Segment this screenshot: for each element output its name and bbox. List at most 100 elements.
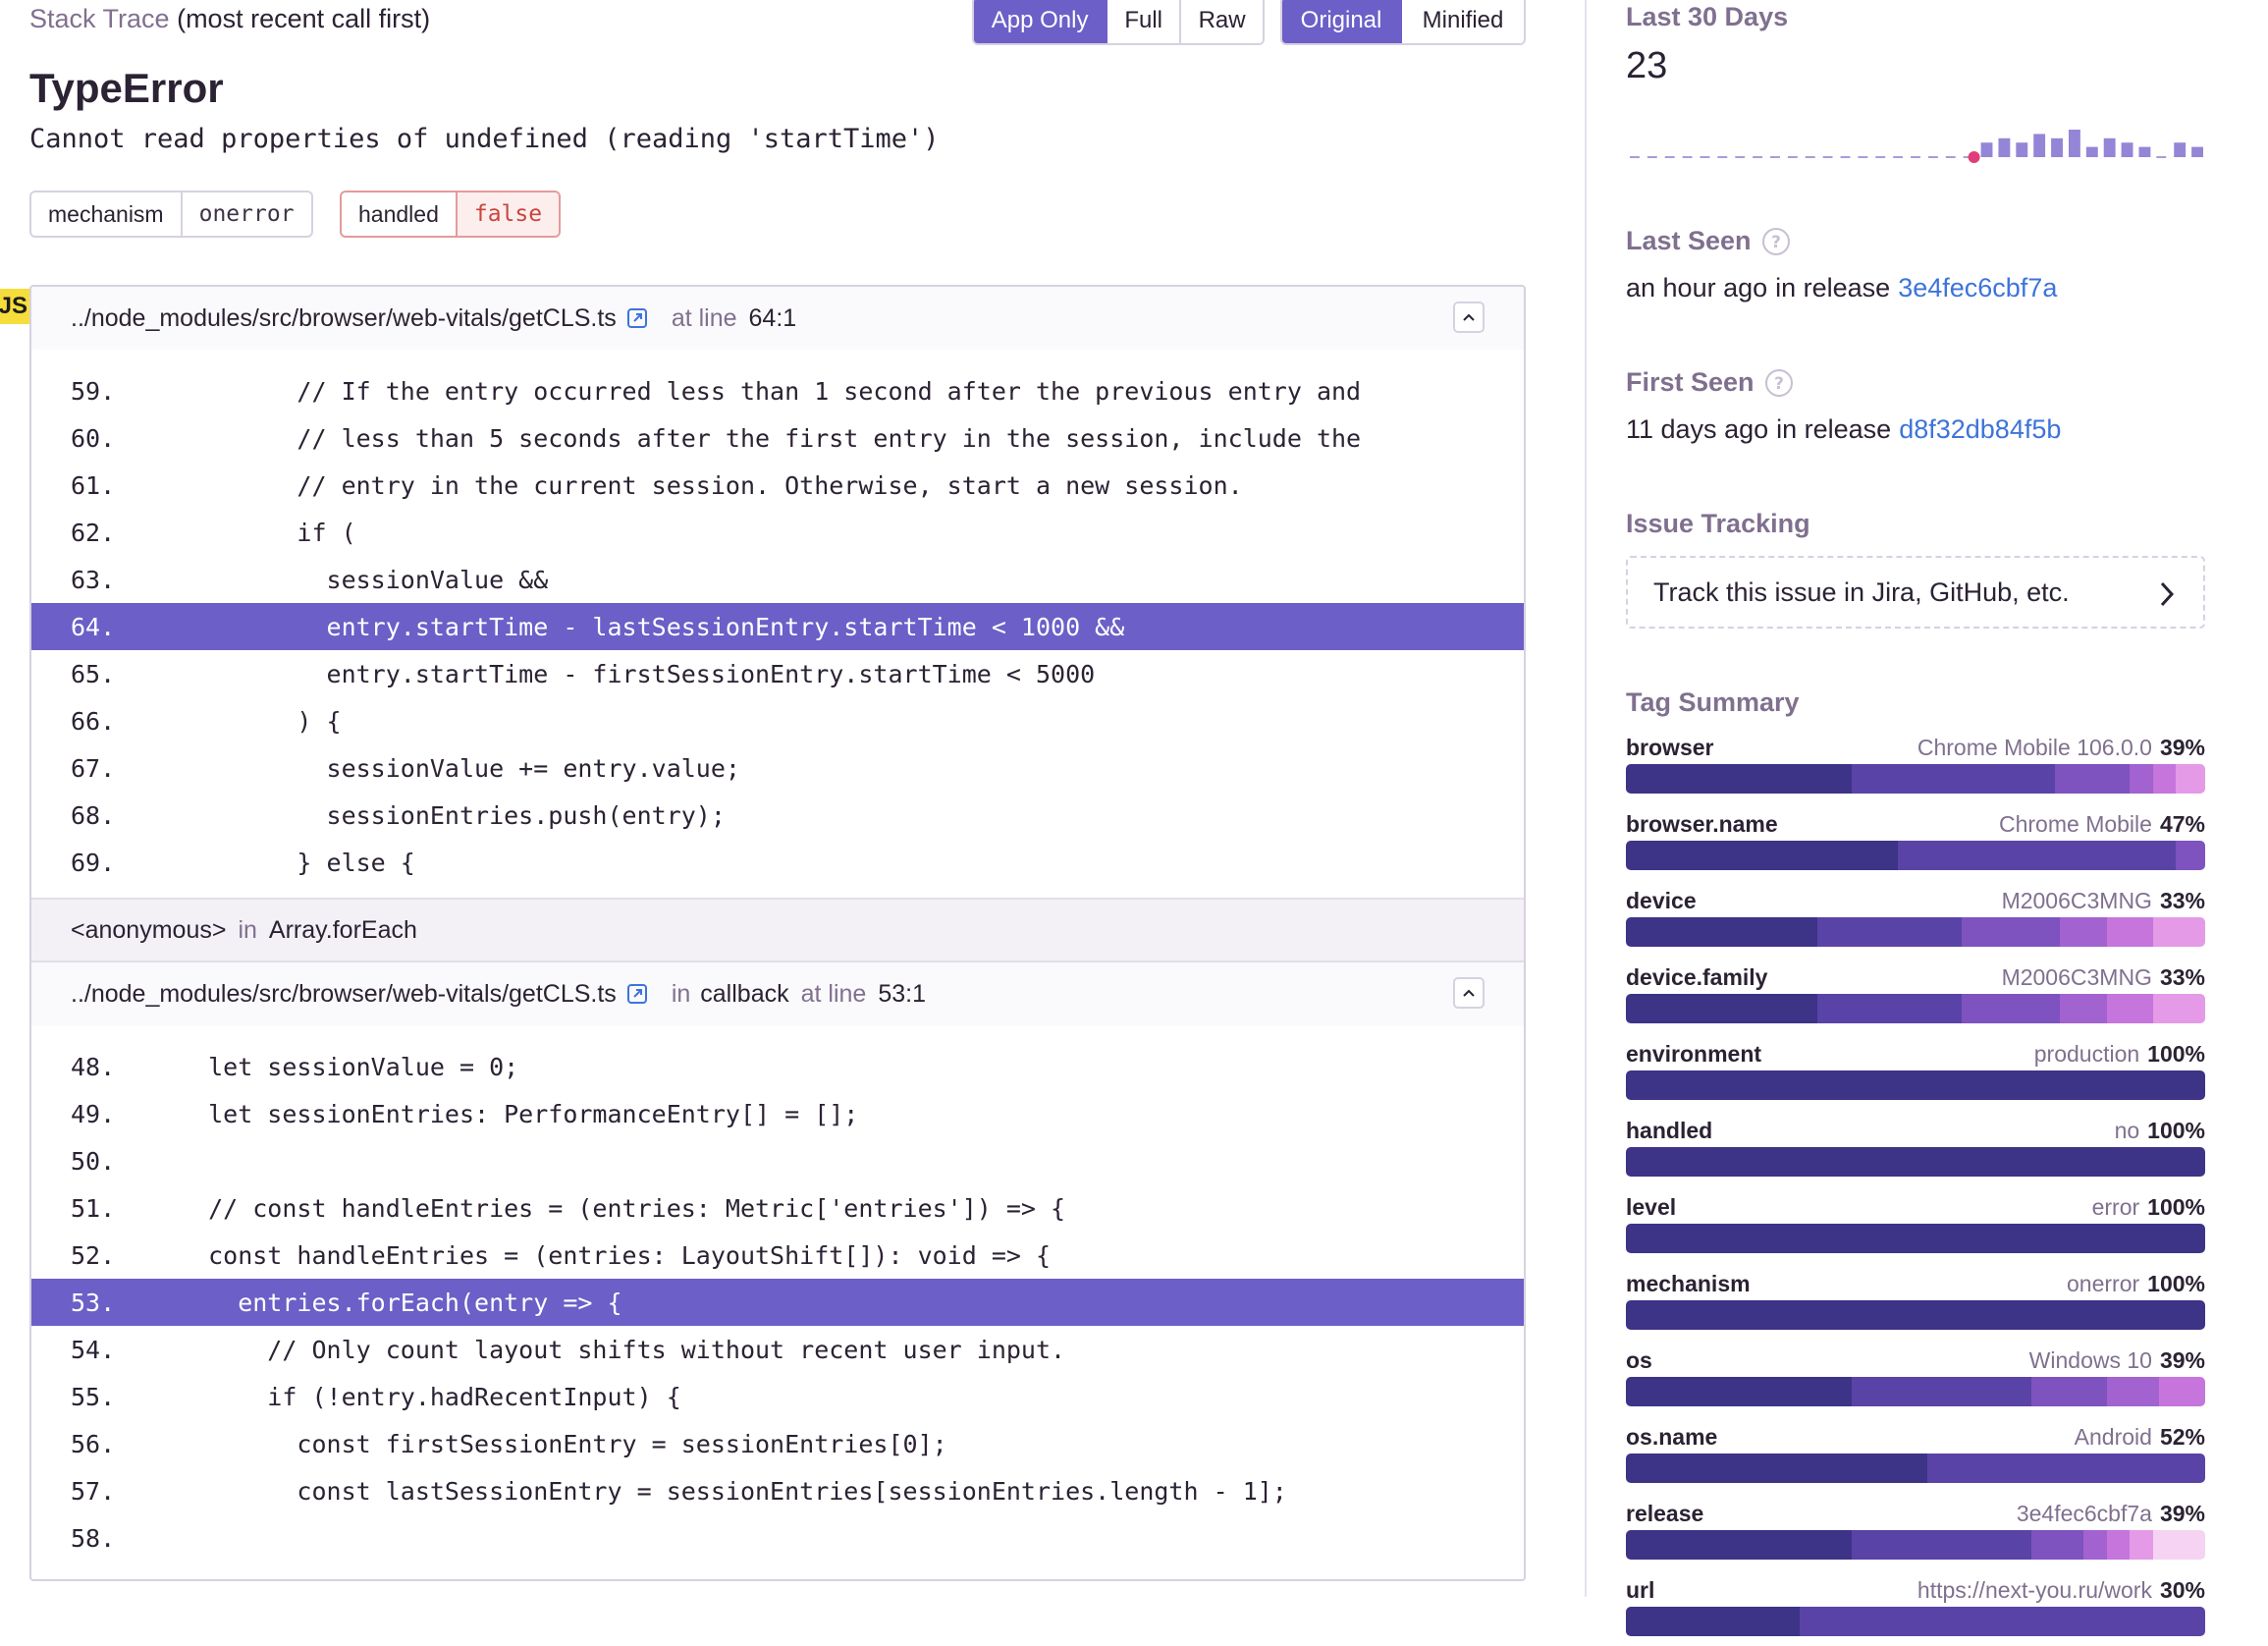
tag-distribution-bar[interactable] (1626, 1300, 2205, 1330)
tag-bar-segment[interactable] (1626, 841, 1899, 870)
tag-bar-segment[interactable] (1852, 764, 2055, 794)
tag-bar-segment[interactable] (1852, 1530, 2031, 1560)
tag-bar-segment[interactable] (2130, 764, 2153, 794)
tag-summary-row[interactable]: level error 100% (1626, 1194, 2205, 1263)
raw-button[interactable]: Raw (1181, 0, 1263, 43)
tag-percent: 100% (2147, 1118, 2205, 1143)
tag-bar-segment[interactable] (2130, 1530, 2153, 1560)
tag-value-text: M2006C3MNG (2001, 888, 2152, 913)
tag-summary-row[interactable]: release 3e4fec6cbf7a 39% (1626, 1501, 2205, 1569)
line-number: 57. (71, 1476, 116, 1506)
tag-bar-segment[interactable] (2060, 994, 2107, 1023)
tag-bar-segment[interactable] (2152, 994, 2205, 1023)
tag-bar-segment[interactable] (2176, 1530, 2205, 1560)
tag-bar-segment[interactable] (1898, 841, 2177, 870)
tag-bar-segment[interactable] (2106, 917, 2153, 947)
app-only-button[interactable]: App Only (974, 0, 1108, 43)
tag-summary-row[interactable]: os.name Android 52% (1626, 1424, 2205, 1493)
tag-bar-segment[interactable] (2176, 841, 2205, 870)
full-button[interactable]: Full (1107, 0, 1182, 43)
first-seen-release-link[interactable]: d8f32db84f5b (1899, 414, 2062, 444)
help-icon[interactable]: ? (1761, 227, 1791, 256)
tag-distribution-bar[interactable] (1626, 1607, 2205, 1636)
open-external-icon[interactable] (626, 307, 648, 329)
collapse-frame-button[interactable] (1453, 302, 1485, 333)
tag-bar-segment[interactable] (2054, 764, 2131, 794)
tag-summary-row[interactable]: browser Chrome Mobile 106.0.0 39% (1626, 735, 2205, 803)
tag-bar-segment[interactable] (2152, 764, 2177, 794)
tag-bar-segment[interactable] (1626, 1300, 2205, 1330)
tag-distribution-bar[interactable] (1626, 917, 2205, 947)
tag-summary-title: Tag Summary (1626, 687, 1800, 717)
tag-bar-segment[interactable] (2106, 1377, 2159, 1406)
tag-distribution-bar[interactable] (1626, 1530, 2205, 1560)
tag-summary-row[interactable]: url https://next-you.ru/work 30% (1626, 1577, 2205, 1646)
tag-summary-row[interactable]: handled no 100% (1626, 1118, 2205, 1186)
tag-bar-segment[interactable] (2152, 1530, 2177, 1560)
tag-bar-segment[interactable] (1626, 1454, 1927, 1483)
tag-bar-segment[interactable] (1816, 917, 1963, 947)
tag-bar-segment[interactable] (1626, 1224, 2205, 1253)
tag-bar-segment[interactable] (1800, 1607, 2205, 1636)
tag-bar-segment[interactable] (1626, 994, 1817, 1023)
tag-distribution-bar[interactable] (1626, 1147, 2205, 1177)
code-text: // Only count layout shifts without rece… (179, 1335, 1066, 1364)
tag-bar-segment[interactable] (1816, 994, 1963, 1023)
tag-bar-segment[interactable] (2030, 1530, 2084, 1560)
tag-value-text: 3e4fec6cbf7a (2016, 1501, 2152, 1526)
tag-summary-row[interactable]: os Windows 10 39% (1626, 1347, 2205, 1416)
tag-bar-segment[interactable] (2030, 1377, 2107, 1406)
mechanism-tag[interactable]: mechanism onerror (29, 191, 313, 238)
tag-bar-segment[interactable] (2106, 1530, 2131, 1560)
tag-distribution-bar[interactable] (1626, 1224, 2205, 1253)
tag-distribution-bar[interactable] (1626, 1454, 2205, 1483)
tag-bar-segment[interactable] (1962, 917, 2061, 947)
tag-summary-row[interactable]: device.family M2006C3MNG 33% (1626, 964, 2205, 1033)
tag-summary-row[interactable]: environment production 100% (1626, 1041, 2205, 1110)
tag-bar-segment[interactable] (2152, 917, 2205, 947)
open-external-icon[interactable] (626, 983, 648, 1005)
tag-percent: 39% (2159, 1501, 2205, 1526)
tag-distribution-bar[interactable] (1626, 994, 2205, 1023)
tag-distribution-bar[interactable] (1626, 764, 2205, 794)
release-marker[interactable] (1968, 151, 1980, 163)
tag-summary-row[interactable]: mechanism onerror 100% (1626, 1271, 2205, 1340)
tag-bar-segment[interactable] (1626, 1377, 1853, 1406)
collapse-frame-button[interactable] (1453, 977, 1485, 1009)
tag-bar-segment[interactable] (2106, 994, 2153, 1023)
tag-distribution-bar[interactable] (1626, 1070, 2205, 1100)
tag-bar-segment[interactable] (1626, 1147, 2205, 1177)
event-sparkline[interactable] (1626, 118, 2205, 167)
frame-function: callback (700, 979, 789, 1008)
minified-button[interactable]: Minified (1402, 0, 1524, 43)
tag-bar-segment[interactable] (2176, 764, 2205, 794)
tag-key: device (1626, 888, 1697, 913)
help-icon[interactable]: ? (1764, 368, 1794, 398)
tag-bar-segment[interactable] (2158, 1377, 2205, 1406)
tag-bar-segment[interactable] (1626, 1607, 1800, 1636)
tag-bar-segment[interactable] (1626, 1530, 1853, 1560)
tag-bar-segment[interactable] (1626, 1070, 2205, 1100)
tag-bar-segment[interactable] (1626, 917, 1817, 947)
tag-bar-segment[interactable] (2060, 917, 2107, 947)
anonymous-frame-row[interactable]: <anonymous> in Array.forEach (31, 898, 1524, 962)
frame-header[interactable]: ../node_modules/src/browser/web-vitals/g… (31, 962, 1524, 1025)
code-line: 54. // Only count layout shifts without … (31, 1326, 1524, 1373)
original-button[interactable]: Original (1282, 0, 1403, 43)
tag-bar-segment[interactable] (2083, 1530, 2107, 1560)
frame-line-number: 53:1 (878, 979, 926, 1008)
line-number: 55. (71, 1382, 116, 1411)
frame-header[interactable]: ../node_modules/src/browser/web-vitals/g… (31, 287, 1524, 350)
tag-summary-row[interactable]: browser.name Chrome Mobile 47% (1626, 811, 2205, 880)
tag-bar-segment[interactable] (1926, 1454, 2205, 1483)
tag-distribution-bar[interactable] (1626, 1377, 2205, 1406)
tag-summary-row[interactable]: device M2006C3MNG 33% (1626, 888, 2205, 957)
tag-distribution-bar[interactable] (1626, 841, 2205, 870)
tag-bar-segment[interactable] (1626, 764, 1853, 794)
tag-key: device.family (1626, 964, 1768, 990)
last-seen-release-link[interactable]: 3e4fec6cbf7a (1898, 273, 2058, 302)
track-issue-button[interactable]: Track this issue in Jira, GitHub, etc. (1626, 556, 2205, 629)
tag-bar-segment[interactable] (1852, 1377, 2031, 1406)
tag-bar-segment[interactable] (1962, 994, 2061, 1023)
handled-tag[interactable]: handled false (340, 191, 562, 238)
